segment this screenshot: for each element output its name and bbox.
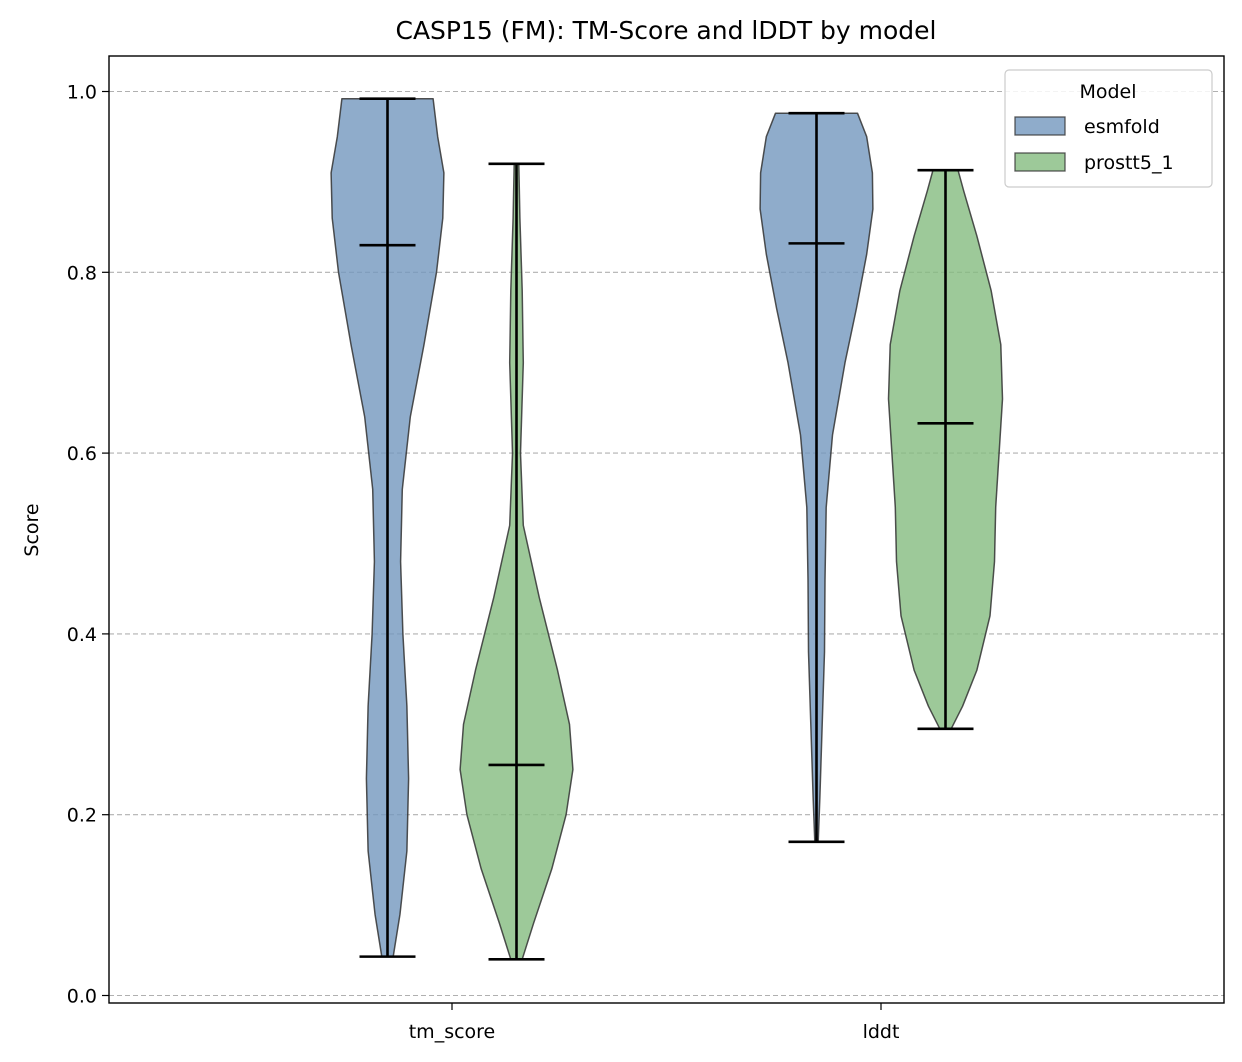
y-tick-label-2: 0.4 bbox=[67, 624, 97, 646]
legend-label-prostt5: prostt5_1 bbox=[1084, 152, 1174, 174]
y-tick-label-4: 0.8 bbox=[67, 262, 97, 284]
y-tick-label-3: 0.6 bbox=[67, 443, 97, 465]
x-tick-label-1: lddt bbox=[863, 1021, 900, 1043]
y-tick-label-0: 0.0 bbox=[67, 986, 97, 1008]
legend: Model esmfold prostt5_1 bbox=[1004, 69, 1213, 188]
legend-label-esmfold: esmfold bbox=[1084, 116, 1160, 138]
y-axis: 0.0 0.2 0.4 0.6 0.8 1.0 bbox=[67, 82, 109, 1008]
y-axis-label: Score bbox=[21, 503, 43, 556]
y-tick-label-5: 1.0 bbox=[67, 82, 97, 104]
plot-frame bbox=[108, 55, 1225, 1004]
grid-lines bbox=[109, 90, 1224, 997]
chart-title: CASP15 (FM): TM-Score and lDDT by model bbox=[395, 16, 936, 45]
y-tick-label-1: 0.2 bbox=[67, 805, 97, 827]
legend-swatch-esmfold bbox=[1014, 116, 1066, 136]
legend-swatch-prostt5 bbox=[1014, 152, 1066, 172]
legend-title: Model bbox=[1079, 81, 1136, 103]
x-tick-label-0: tm_score bbox=[409, 1021, 496, 1043]
x-axis: tm_score lddt bbox=[409, 1003, 900, 1043]
violins bbox=[330, 97, 1004, 961]
